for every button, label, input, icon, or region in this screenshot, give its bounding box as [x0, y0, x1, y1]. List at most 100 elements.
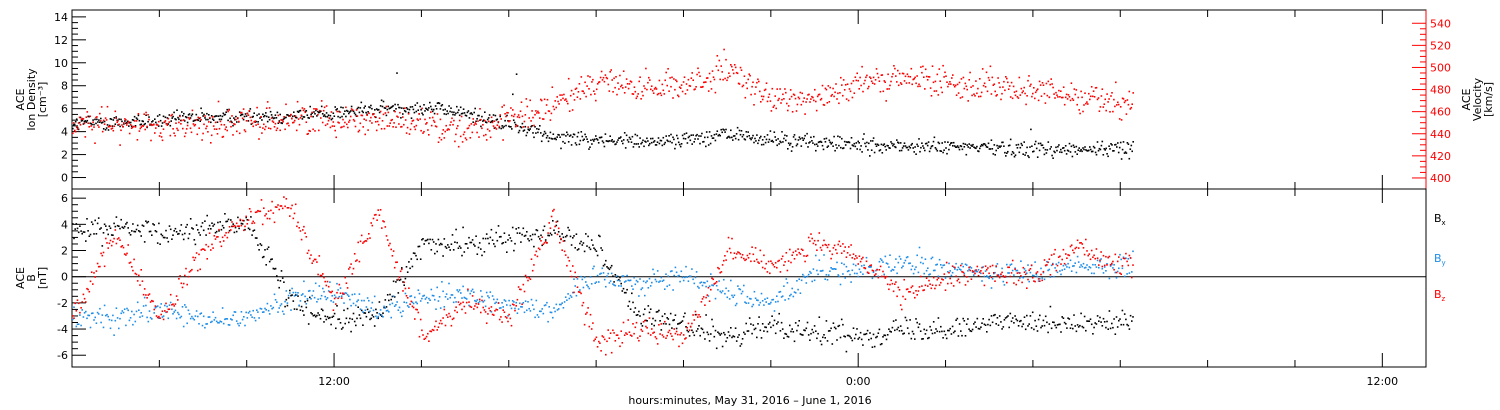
density-point: [782, 141, 784, 143]
bx-point: [1033, 328, 1035, 331]
velocity-point: [180, 123, 182, 125]
velocity-point: [120, 129, 122, 132]
bx-point: [710, 333, 712, 335]
bz-point: [391, 255, 394, 257]
bz-point: [916, 294, 918, 296]
velocity-point: [479, 108, 481, 110]
velocity-point: [103, 123, 106, 125]
bz-point: [879, 265, 882, 268]
bz-point: [291, 204, 293, 207]
velocity-point: [903, 80, 906, 82]
by-point: [461, 297, 463, 299]
velocity-point: [930, 95, 933, 97]
velocity-point: [1132, 92, 1134, 94]
density-point: [281, 122, 283, 125]
bx-point: [542, 229, 545, 232]
by-point: [305, 303, 308, 305]
velocity-point: [741, 85, 744, 88]
velocity-point: [241, 117, 244, 120]
bx-point: [888, 328, 890, 330]
by-point: [803, 275, 805, 278]
bz-point: [162, 318, 165, 321]
by-point: [581, 278, 584, 281]
bz-point: [691, 322, 693, 325]
bz-point: [574, 271, 576, 274]
by-point: [235, 320, 238, 322]
bx-point: [734, 327, 737, 329]
bz-point: [628, 331, 631, 333]
bz-point: [405, 295, 408, 297]
bz-point: [240, 224, 243, 227]
bx-point: [954, 330, 956, 332]
bx-point: [384, 299, 387, 301]
by-point: [498, 307, 501, 309]
bz-point: [714, 282, 717, 284]
velocity-point: [606, 77, 609, 80]
by-point: [165, 311, 167, 314]
bz-point: [489, 310, 492, 312]
bz-point: [699, 316, 701, 318]
velocity-point: [815, 109, 818, 112]
bx-point: [648, 311, 651, 314]
bz-point: [125, 254, 127, 256]
density-point: [520, 126, 523, 129]
velocity-point: [562, 97, 564, 100]
bz-point: [635, 321, 638, 324]
bx-point: [422, 238, 424, 240]
by-point: [848, 270, 850, 272]
velocity-point: [965, 85, 968, 88]
velocity-point: [650, 85, 653, 87]
density-point: [532, 132, 534, 134]
bx-point: [120, 218, 122, 221]
velocity-point: [645, 67, 647, 70]
density-point: [600, 136, 603, 138]
bx-point: [390, 298, 392, 301]
bz-point: [603, 338, 606, 341]
bx-point: [677, 323, 679, 325]
by-point: [986, 275, 988, 277]
by-point: [938, 258, 941, 261]
velocity-point: [472, 118, 474, 120]
density-point: [909, 147, 912, 149]
bz-point: [822, 244, 824, 247]
velocity-point: [351, 109, 354, 111]
density-point: [720, 128, 722, 131]
bz-point: [786, 269, 789, 272]
by-point: [1054, 267, 1056, 269]
bx-point: [276, 275, 278, 277]
bx-point: [292, 300, 295, 302]
velocity-point: [341, 126, 343, 128]
bz-point: [430, 330, 433, 333]
velocity-point: [700, 86, 702, 88]
bz-point: [1033, 280, 1035, 282]
density-point: [1122, 141, 1125, 143]
bx-point: [952, 331, 955, 334]
density-point: [1028, 156, 1030, 159]
density-point: [766, 134, 769, 136]
bz-point: [599, 342, 601, 344]
bz-point: [664, 320, 666, 323]
density-point: [864, 142, 866, 145]
velocity-point: [193, 124, 196, 127]
bz-point: [474, 305, 476, 307]
velocity-point: [571, 109, 574, 111]
velocity-point: [995, 95, 997, 97]
by-point: [95, 322, 98, 324]
by-point: [621, 275, 624, 277]
velocity-point: [609, 71, 611, 73]
density-point: [346, 109, 348, 112]
velocity-point: [293, 121, 295, 124]
bx-point: [277, 279, 279, 282]
velocity-point: [333, 125, 336, 127]
bz-point: [345, 282, 348, 284]
bz-point: [128, 262, 131, 264]
density-point: [559, 136, 561, 138]
velocity-point: [1123, 101, 1126, 104]
density-point: [835, 144, 837, 146]
density-point: [830, 143, 832, 145]
bz-point: [986, 268, 988, 271]
bz-point: [349, 266, 351, 269]
by-point: [593, 265, 595, 268]
velocity-point: [506, 111, 508, 114]
by-point: [567, 293, 569, 295]
